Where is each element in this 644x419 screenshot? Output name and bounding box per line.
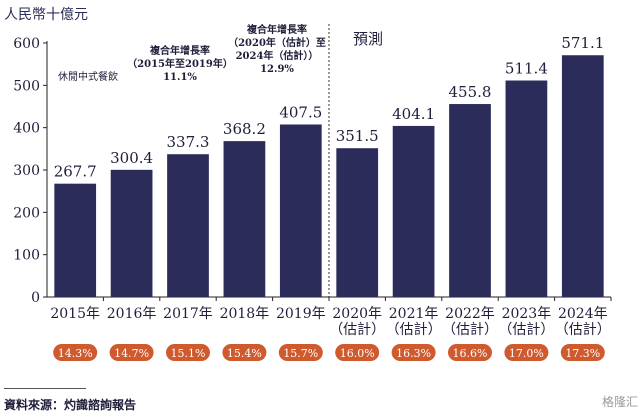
growth-rate-badge [222,344,267,361]
bar-2016年 [110,169,153,297]
growth-rate-badge [109,344,154,361]
growth-rate-label: 15.4% [227,347,262,360]
growth-rate-label: 14.3% [58,347,93,360]
watermark-logo: 格隆汇 [601,395,638,409]
bar-2015年 [54,183,97,297]
x-tick-label: 2021年 [389,306,439,322]
bar-value-label: 351.5 [336,127,379,145]
growth-rate-label: 14.7% [114,347,149,360]
x-tick-label: 2016年 [107,306,157,322]
x-tick-sublabel: （估計） [555,322,611,338]
bar-value-label: 455.8 [449,83,492,101]
x-tick-label: 2018年 [220,306,270,322]
x-tick-label: 2020年 [332,306,382,322]
growth-rate-label: 16.6% [453,347,488,360]
growth-rate-badge [335,344,380,361]
growth-rate-label: 17.3% [565,347,600,360]
bar-value-label: 368.2 [223,120,266,138]
growth-rate-label: 15.1% [171,347,206,360]
growth-rate-badge [504,344,549,361]
cagr-fore-title: 複合年增長率 [246,23,307,36]
bar-2018年 [223,141,266,297]
growth-rate-label: 16.3% [396,347,431,360]
x-tick-label: 2024年 [558,306,608,322]
bar-2023年 [505,80,548,298]
y-tick-label: 200 [13,205,40,221]
y-tick-label: 300 [13,163,40,179]
bar-value-label: 407.5 [279,103,322,121]
growth-rate-badge [391,344,436,361]
cagr-fore-period-2: 2024年（估計）） [236,49,319,62]
cagr-hist-title: 複合年增長率 [149,44,210,57]
cagr-hist-period: （2015年至2019年） [127,57,233,70]
segment-label: 休閒中式餐飲 [58,70,118,83]
bar-2022年 [449,104,491,297]
bar-value-label: 511.4 [505,60,548,78]
x-tick-label: 2015年 [50,306,100,322]
forecast-label: 預測 [353,30,383,48]
bar-value-label: 404.1 [392,105,435,123]
bar-2017年 [167,154,209,297]
bar-value-label: 571.1 [561,34,604,52]
bar-2019年 [279,124,322,297]
bar-value-label: 267.7 [54,163,97,181]
growth-rate-badge [278,344,323,361]
y-tick-label: 600 [13,36,40,52]
bar-value-label: 337.3 [167,133,210,151]
x-tick-label: 2022年 [445,306,495,322]
x-tick-label: 2019年 [276,306,326,322]
growth-rate-label: 17.0% [509,347,544,360]
cagr-fore-value: 12.9% [260,64,294,75]
bar-2021年 [392,125,435,297]
growth-rate-badge [560,344,605,361]
source-divider [4,388,86,389]
x-tick-label: 2023年 [502,306,552,322]
growth-rate-badge [166,344,210,361]
x-tick-sublabel: （估計） [386,322,442,338]
cagr-hist-value: 11.1% [163,72,197,83]
bar-2020年 [336,148,379,297]
x-tick-sublabel: （估計） [442,322,498,338]
bar-2024年 [561,55,604,298]
y-tick-label: 500 [13,78,40,94]
growth-rate-label: 15.7% [283,347,318,360]
x-tick-sublabel: （估計） [498,322,554,338]
x-tick-label: 2017年 [163,306,213,322]
y-tick-label: 100 [13,248,40,264]
y-tick-label: 0 [31,290,40,306]
growth-rate-badge [448,344,492,361]
cagr-fore-period-1: （2020年（估計）至 [228,36,326,49]
growth-rate-label: 16.0% [340,347,375,360]
unit-label: 人民幣十億元 [4,7,88,23]
source-note: 資料來源：灼識諮詢報告 [4,398,137,412]
y-tick-label: 400 [13,121,40,137]
bar-value-label: 300.4 [110,149,153,167]
growth-rate-badge [53,344,98,361]
x-tick-sublabel: （估計） [329,322,385,338]
